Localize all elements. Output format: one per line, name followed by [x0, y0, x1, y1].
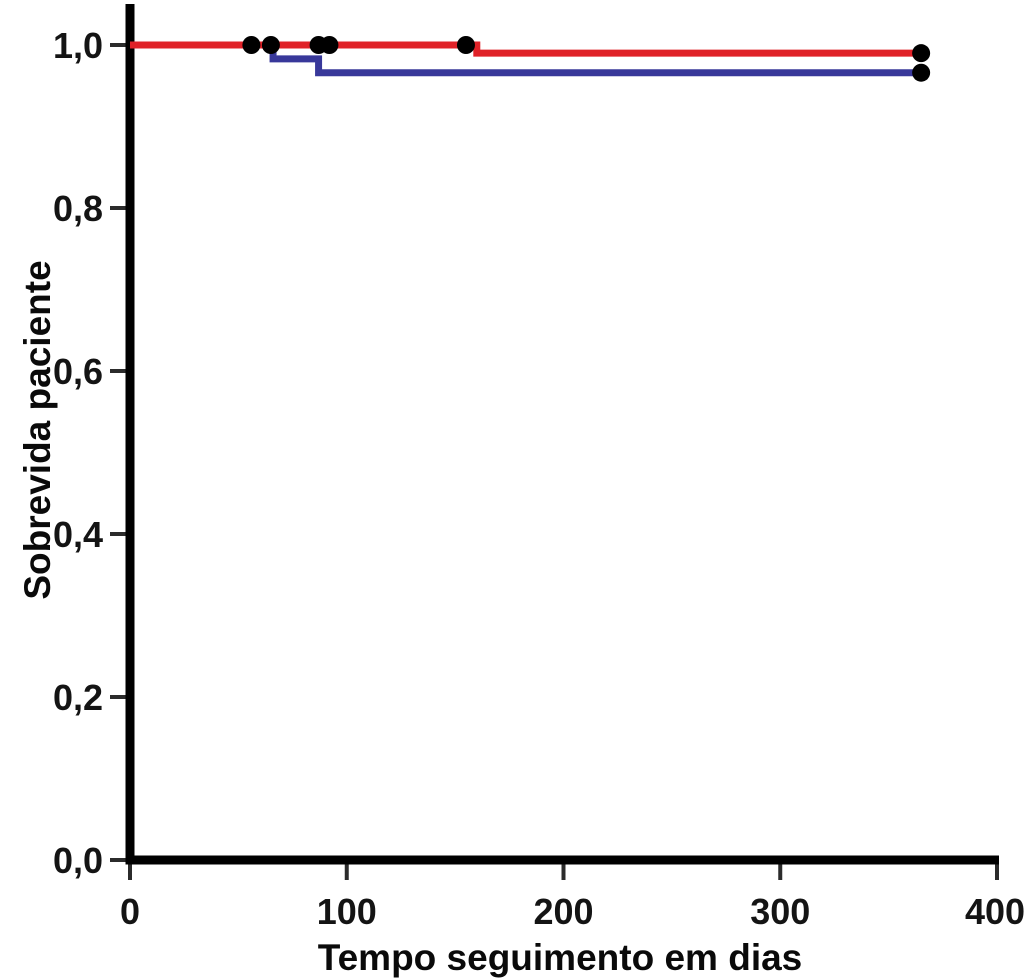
x-tick-label: 0: [120, 891, 140, 932]
tick-marks: [110, 43, 999, 880]
y-tick-label: 0,6: [53, 351, 103, 392]
axes: [125, 4, 999, 865]
y-tick-label: 0,4: [53, 514, 103, 555]
x-tick-label: 300: [750, 891, 810, 932]
y-tick-label: 0,2: [53, 677, 103, 718]
censor-dot: [261, 36, 280, 54]
y-tick-label: 1,0: [53, 25, 103, 66]
y-axis-title: Sobrevida paciente: [17, 260, 58, 599]
survival-curva-vermelha: [130, 41, 922, 57]
tick-labels: 0,0 0,2 0,4 0,6 0,8 1,0 0 100 200 300 400: [53, 25, 1024, 932]
censor-dot: [320, 36, 339, 54]
x-tick-label: 100: [317, 891, 377, 932]
x-axis-title: Tempo seguimento em dias: [318, 937, 803, 978]
censor-dot: [242, 36, 261, 54]
x-tick-label: 400: [965, 891, 1024, 932]
censor-marks: [242, 36, 931, 82]
y-tick-label: 0,0: [53, 840, 103, 881]
censor-dot: [912, 44, 931, 63]
x-tick-label: 200: [533, 891, 593, 932]
censor-dot: [456, 36, 475, 54]
y-tick-label: 0,8: [53, 188, 103, 229]
censor-dot: [912, 63, 931, 82]
